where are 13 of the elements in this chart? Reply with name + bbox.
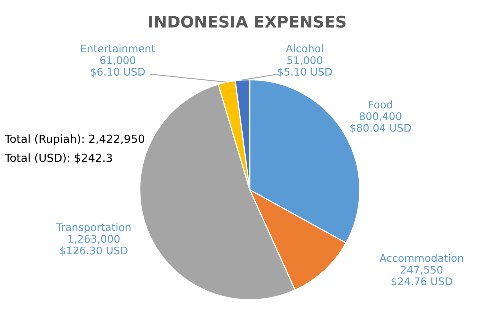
- slice-label: Food: [369, 100, 392, 109]
- text: Total (Rupiah): 2,422,950: [4, 134, 144, 146]
- data-label: 247,550 $24.76 USD: [392, 266, 452, 287]
- data-label: 61,000 $6.10 USD: [91, 56, 146, 78]
- data-label: 51,000 $5.10 USD: [278, 56, 332, 78]
- slice-label: Alcohol: [286, 44, 324, 53]
- data-label: 800,400 $80.04 USD: [350, 112, 412, 134]
- chart-title: INDONESIA EXPENSES: [150, 16, 346, 28]
- text: Total (USD): $242.3: [4, 154, 112, 164]
- slice-label: Accommodation: [380, 254, 464, 262]
- slice-label: Transportation: [56, 223, 131, 234]
- data-label: 1,263,000 $126.30 USD: [60, 235, 128, 256]
- slice-label: Entertainment: [81, 44, 156, 53]
